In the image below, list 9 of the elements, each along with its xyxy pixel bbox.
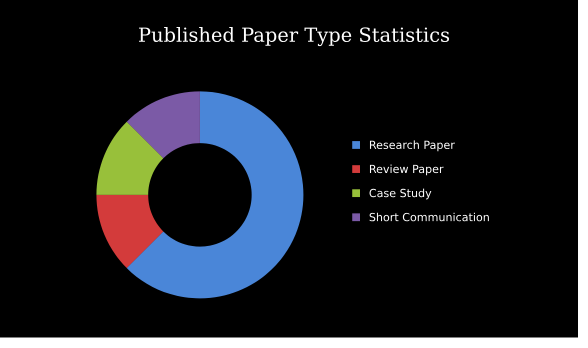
donut-slice (126, 91, 200, 158)
donut-slice (96, 122, 164, 195)
legend-label: Research Paper (370, 140, 455, 152)
legend-label: Short Communication (370, 212, 489, 222)
chart-title: Published Paper Type Statistics (139, 26, 450, 46)
legend-label: Review Paper (370, 164, 444, 176)
donut-slice (126, 91, 304, 298)
legend-label: Case Study (370, 188, 432, 200)
donut-slice (96, 194, 164, 268)
